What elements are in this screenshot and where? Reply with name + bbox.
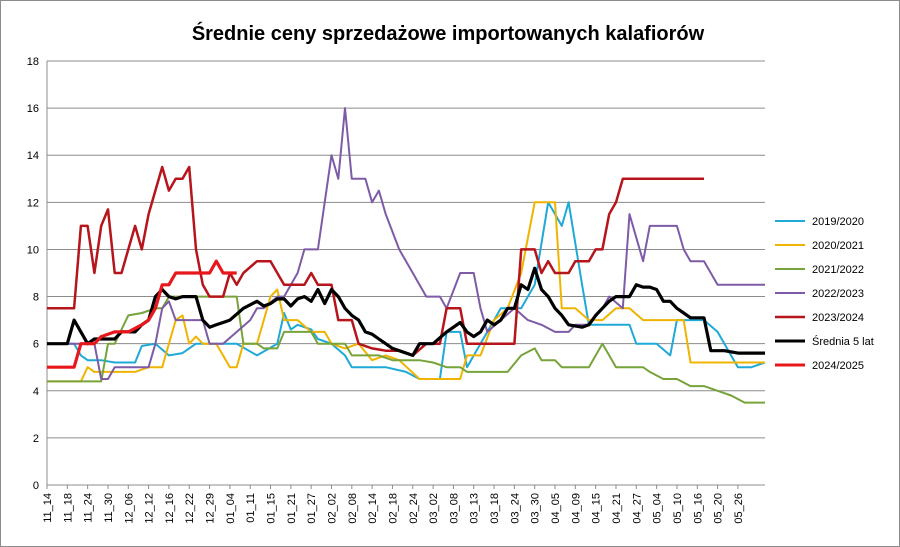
x-tick-label: 02_14 — [367, 493, 379, 524]
x-tick-label: 02_24 — [408, 493, 420, 524]
x-tick-label: 05_16 — [692, 493, 704, 524]
x-tick-label: 12_12 — [144, 493, 156, 524]
x-tick-labels: 11_14 11_18 11_24 11_30 12_06 12_12 12_16 12_22… — [42, 493, 745, 524]
x-tick-label: 11_30 — [103, 493, 115, 523]
x-tick-label: 01_11 — [245, 493, 257, 523]
y-tick-label: 12 — [27, 197, 39, 209]
series-lines — [47, 107, 766, 404]
x-tick-label: 01_27 — [306, 493, 318, 524]
x-tick-label: 03_08 — [448, 493, 460, 524]
x-tick-label: 04_27 — [631, 493, 643, 524]
x-tick-label: 01_21 — [286, 493, 298, 524]
legend-label: 2020/2021 — [812, 240, 864, 252]
x-tick-label: 02_08 — [347, 493, 359, 524]
y-tick-label: 10 — [27, 244, 39, 256]
x-tick-label: 11_18 — [62, 493, 74, 523]
x-tick-label: 05_04 — [652, 493, 664, 524]
chart-title: Średnie ceny sprzedażowe importowanych k… — [192, 21, 705, 45]
y-tick-label: 14 — [27, 150, 39, 162]
legend-label: 2024/2025 — [812, 360, 864, 372]
y-tick-label: 6 — [33, 339, 39, 351]
x-tick-label: 01_15 — [266, 493, 278, 524]
x-tick-label: 04_21 — [611, 493, 623, 524]
x-tick-label: 03_02 — [428, 493, 440, 524]
y-tick-label: 4 — [33, 386, 39, 398]
series-line — [47, 201, 765, 383]
y-tick-label: 18 — [27, 56, 39, 68]
x-tick-label: 05_20 — [713, 493, 725, 524]
series-line — [47, 165, 704, 357]
x-tick-label: 12_22 — [184, 493, 196, 524]
y-tick-label: 8 — [33, 292, 39, 304]
x-tick-label: 04_05 — [550, 493, 562, 524]
x-tick-label: 03_18 — [489, 493, 501, 524]
x-tick-label: 02_18 — [387, 493, 399, 524]
legend-label: 2022/2023 — [812, 288, 864, 300]
axes — [46, 61, 765, 489]
series-line — [47, 259, 237, 369]
x-tick-label: 03_24 — [509, 493, 521, 524]
x-tick-label: 12_16 — [164, 493, 176, 524]
gridlines — [47, 60, 765, 439]
y-tick-label: 16 — [27, 103, 39, 115]
legend-label: Średnia 5 lat — [812, 335, 874, 348]
x-tick-label: 04_15 — [591, 493, 603, 524]
x-tick-label: 11_14 — [42, 493, 54, 523]
x-tick-label: 05_26 — [733, 493, 745, 524]
series-line — [47, 266, 765, 357]
x-tick-label: 03_30 — [530, 493, 542, 524]
x-tick-label: 12_29 — [205, 493, 217, 524]
x-tick-label: 03_13 — [469, 493, 481, 524]
series-line — [47, 107, 765, 380]
legend-label: 2021/2022 — [812, 264, 864, 276]
legend: 2019/2020 2020/2021 2021/2022 2022/2023 2023… — [775, 216, 874, 372]
x-tick-label: 01_04 — [225, 493, 237, 524]
x-tick-label: 11_24 — [83, 493, 95, 523]
y-tick-label: 2 — [33, 433, 39, 445]
x-tick-label: 02_02 — [326, 493, 338, 524]
y-tick-label: 0 — [33, 480, 39, 492]
legend-label: 2023/2024 — [812, 312, 864, 324]
x-tick-label: 04_09 — [570, 493, 582, 524]
x-tick-label: 12_06 — [123, 493, 135, 524]
y-tick-labels: 0 2 4 6 8 10 12 14 16 18 — [27, 56, 39, 492]
legend-label: 2019/2020 — [812, 216, 864, 228]
x-tick-label: 05_10 — [672, 493, 684, 524]
